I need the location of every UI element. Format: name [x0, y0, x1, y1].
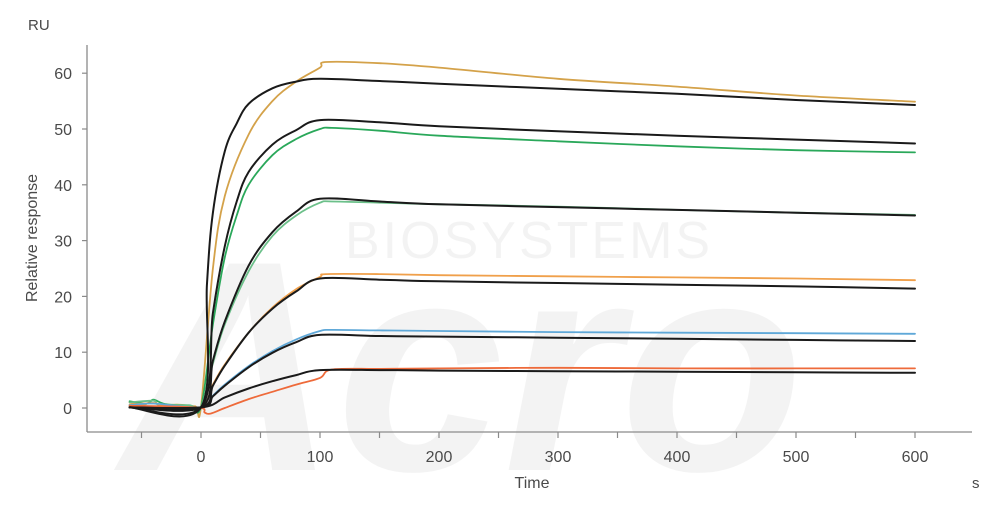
x-tick-label: 300 [545, 449, 572, 466]
y-tick-label: 20 [54, 289, 72, 306]
x-unit-label: s [972, 475, 980, 492]
x-ticks: 0 100 200 300 400 500 600 [140, 432, 929, 466]
y-tick-label: 0 [63, 401, 72, 418]
y-tick-label: 30 [54, 234, 72, 251]
measured-curve [128, 366, 916, 415]
y-axis-label: Relative response [24, 174, 41, 302]
fit-curve [128, 77, 916, 418]
fit-curve [128, 118, 916, 416]
series-layer [128, 60, 916, 418]
fit-curve [128, 276, 916, 411]
x-tick-label: 600 [902, 449, 929, 466]
y-tick-label: 60 [54, 66, 72, 83]
fit-curve [128, 368, 916, 410]
fit-curve [128, 333, 916, 410]
x-tick-label: 400 [664, 449, 691, 466]
fit-curve [128, 197, 916, 412]
x-tick-label: 0 [197, 449, 206, 466]
y-unit-label: RU [28, 17, 50, 34]
y-ticks: 0 10 20 30 40 50 60 [54, 66, 87, 418]
y-tick-label: 10 [54, 345, 72, 362]
x-tick-label: 500 [783, 449, 810, 466]
y-tick-label: 50 [54, 122, 72, 139]
y-tick-label: 40 [54, 178, 72, 195]
x-tick-label: 200 [426, 449, 453, 466]
x-axis-label: Time [515, 475, 550, 492]
x-tick-label: 100 [307, 449, 334, 466]
watermark-text: BIOSYSTEMS [345, 212, 713, 270]
